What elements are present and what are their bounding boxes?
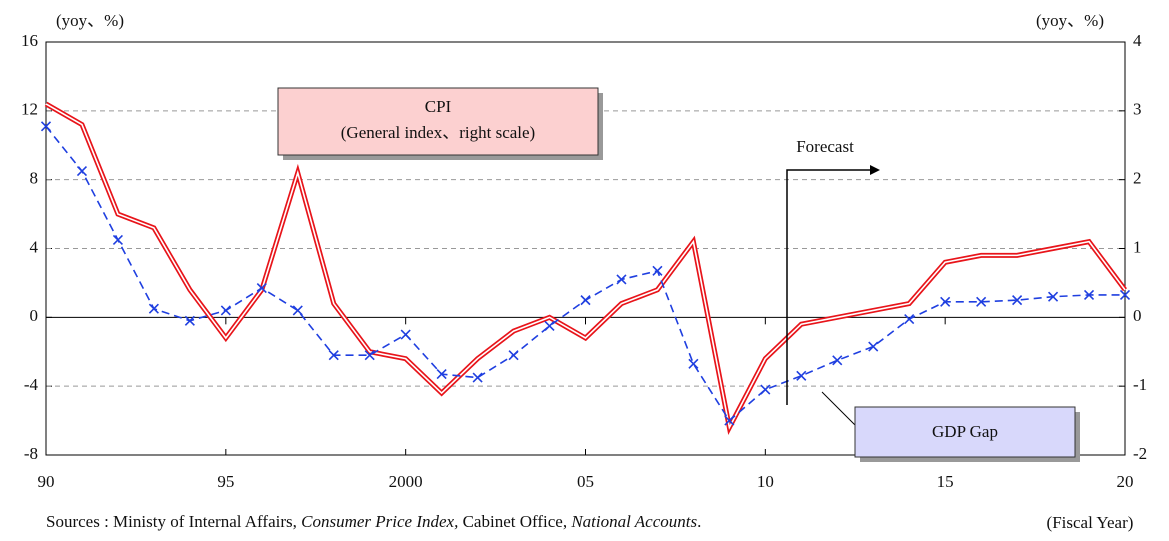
- plot-frame: [45, 41, 1126, 456]
- x-tick-label: 95: [217, 472, 234, 491]
- marker: [112, 234, 123, 245]
- y2-tick-label: 0: [1133, 306, 1142, 325]
- marker: [1119, 289, 1131, 301]
- source: Sources : Ministy of Internal Affairs, C…: [46, 512, 701, 531]
- marker: [328, 350, 339, 361]
- marker: [580, 295, 591, 306]
- marker: [256, 283, 267, 294]
- arrow-head: [870, 165, 880, 175]
- x-tick-label: 2000: [389, 472, 423, 491]
- source-part: Consumer Price Index,: [301, 512, 458, 531]
- cpi-box: [277, 87, 599, 156]
- forecast-label: Forecast: [796, 137, 854, 156]
- marker: [400, 329, 411, 340]
- marker: [1012, 295, 1023, 306]
- y2-tick-label: 1: [1133, 237, 1142, 256]
- y-tick-label: -8: [24, 444, 38, 463]
- marker: [472, 372, 483, 383]
- y2-tick-label: 2: [1133, 169, 1142, 188]
- y-tick-label: 0: [30, 306, 39, 325]
- marker: [652, 265, 663, 276]
- marker: [76, 165, 88, 177]
- marker: [436, 369, 447, 380]
- marker: [184, 315, 195, 326]
- marker: [364, 350, 375, 361]
- y-tick-label: 12: [21, 100, 38, 119]
- x-tick-label: 15: [937, 472, 954, 491]
- marker: [1083, 289, 1095, 301]
- marker: [904, 313, 915, 325]
- marker: [544, 320, 555, 332]
- leader-line: [821, 391, 856, 426]
- y-tick-label: 16: [21, 31, 38, 50]
- x-tick-label: 20: [1117, 472, 1134, 491]
- marker: [760, 384, 771, 395]
- marker: [832, 355, 843, 366]
- y-tick-label: 4: [30, 237, 39, 256]
- source-part: Sources : Ministy of Internal Affairs,: [46, 512, 301, 531]
- marker: [1048, 291, 1059, 302]
- marker: [40, 121, 52, 132]
- x-tick-label: 05: [577, 472, 594, 491]
- x-label: (Fiscal Year): [1047, 513, 1134, 532]
- y2-tick-label: 3: [1133, 100, 1142, 119]
- y2-tick-label: -2: [1133, 444, 1147, 463]
- y-tick-label: 8: [30, 169, 39, 188]
- legend-label: CPI: [425, 97, 452, 116]
- source-part: National Accounts: [570, 512, 697, 531]
- cpi-note: (General index、right scale): [341, 123, 535, 142]
- gdp-box: [854, 406, 1076, 458]
- legend-label: GDP Gap: [932, 422, 998, 441]
- marker: [508, 350, 519, 361]
- forecast-arrow: [786, 169, 878, 405]
- x-tick-label: 10: [757, 472, 774, 491]
- marker: [976, 296, 987, 307]
- marker: [616, 274, 627, 285]
- source-part: Cabinet Office,: [458, 512, 571, 531]
- marker: [148, 303, 159, 314]
- marker: [940, 296, 951, 307]
- y2-unit: (yoy、%): [1036, 11, 1104, 30]
- marker: [688, 358, 699, 369]
- series-line-inner: [45, 103, 1126, 430]
- marker: [796, 370, 807, 381]
- marker: [220, 305, 231, 316]
- source-part: .: [697, 512, 701, 531]
- series-line: [45, 125, 1125, 422]
- x-tick-label: 90: [38, 472, 55, 491]
- y-unit: (yoy、%): [56, 11, 124, 30]
- y2-tick-label: -1: [1133, 375, 1147, 394]
- y2-tick-label: 4: [1133, 31, 1142, 50]
- marker: [724, 415, 735, 426]
- marker: [292, 305, 303, 316]
- marker: [868, 341, 879, 352]
- y-tick-label: -4: [24, 375, 39, 394]
